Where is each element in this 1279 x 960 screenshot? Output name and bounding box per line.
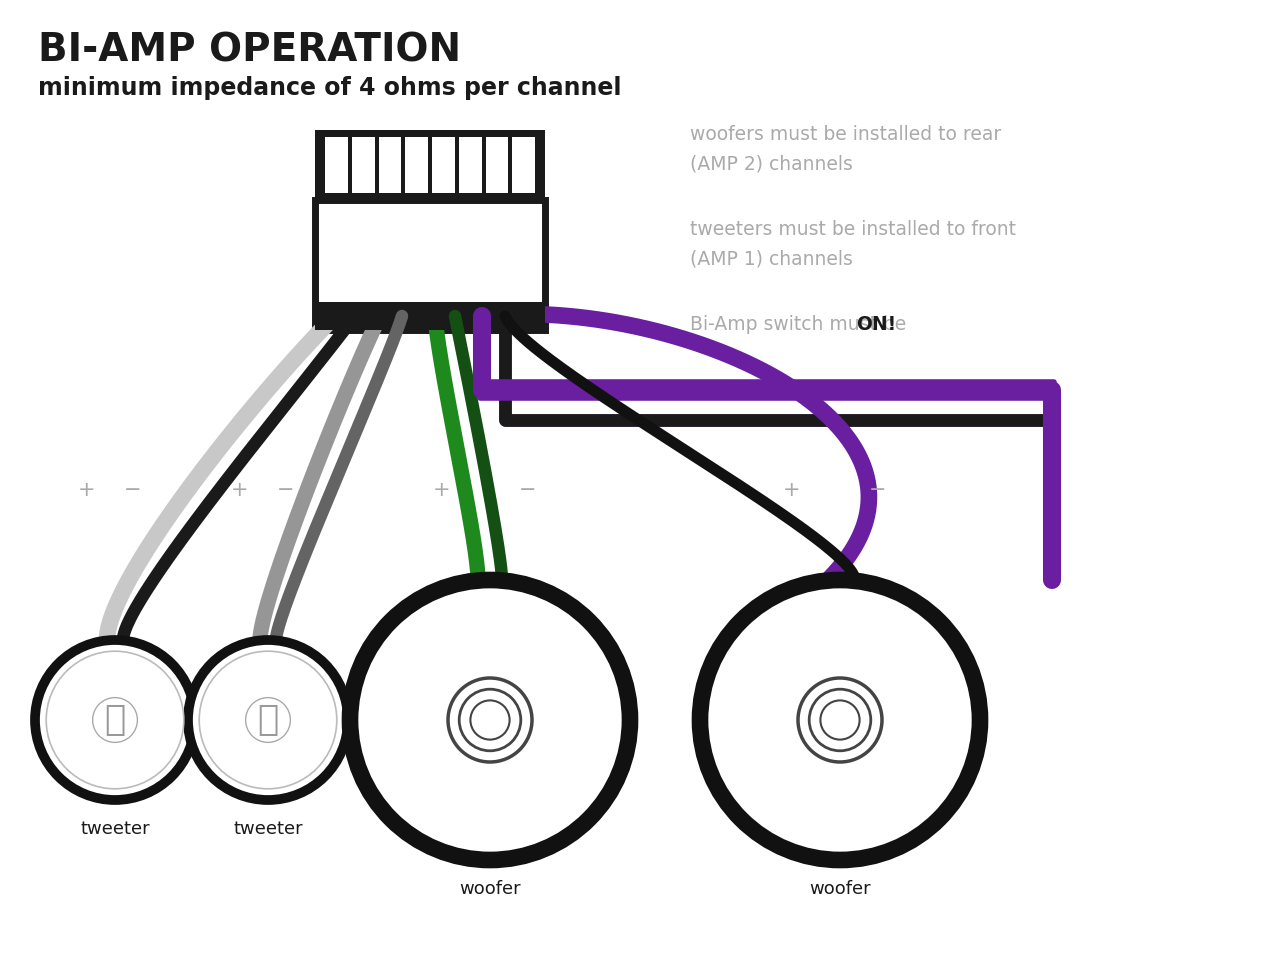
Circle shape	[350, 580, 631, 860]
Circle shape	[459, 689, 521, 751]
Circle shape	[700, 580, 980, 860]
Circle shape	[46, 651, 184, 789]
Circle shape	[448, 678, 532, 762]
Text: tweeter: tweeter	[233, 820, 303, 838]
Text: tweeter: tweeter	[81, 820, 150, 838]
Bar	[432, 137, 455, 193]
Text: woofer: woofer	[459, 880, 521, 898]
Bar	[325, 137, 348, 193]
Text: minimum impedance of 4 ohms per channel: minimum impedance of 4 ohms per channel	[38, 76, 622, 100]
Text: Bi-Amp switch must be: Bi-Amp switch must be	[689, 315, 912, 334]
Text: ON!: ON!	[856, 315, 897, 334]
Text: tweeters must be installed to front
(AMP 1) channels: tweeters must be installed to front (AMP…	[689, 220, 1016, 269]
Bar	[352, 137, 375, 193]
Circle shape	[820, 701, 859, 739]
Circle shape	[188, 640, 348, 800]
Bar	[379, 137, 402, 193]
Text: Ⓚ: Ⓚ	[257, 703, 279, 737]
Text: −: −	[870, 480, 886, 500]
Text: +: +	[783, 480, 801, 500]
Bar	[405, 137, 428, 193]
Circle shape	[471, 701, 509, 739]
Circle shape	[798, 678, 883, 762]
Text: BI-AMP OPERATION: BI-AMP OPERATION	[38, 32, 462, 70]
Text: +: +	[231, 480, 249, 500]
Text: −: −	[278, 480, 294, 500]
Text: Ⓚ: Ⓚ	[105, 703, 125, 737]
Bar	[513, 137, 535, 193]
Text: −: −	[519, 480, 537, 500]
Bar	[315, 302, 545, 330]
Circle shape	[810, 689, 871, 751]
Circle shape	[35, 640, 194, 800]
Text: +: +	[434, 480, 450, 500]
Circle shape	[200, 651, 336, 789]
Circle shape	[92, 698, 137, 742]
Bar	[486, 137, 508, 193]
Bar	[315, 130, 545, 200]
Bar	[315, 200, 545, 330]
Text: woofers must be installed to rear
(AMP 2) channels: woofers must be installed to rear (AMP 2…	[689, 125, 1001, 174]
Text: +: +	[78, 480, 96, 500]
Text: −: −	[124, 480, 142, 500]
Bar	[459, 137, 481, 193]
Text: woofer: woofer	[810, 880, 871, 898]
Circle shape	[246, 698, 290, 742]
